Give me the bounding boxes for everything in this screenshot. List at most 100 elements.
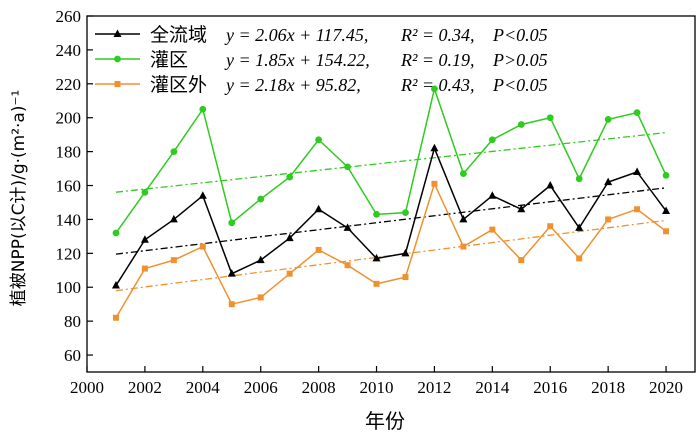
data-point-1-2013 xyxy=(459,170,467,178)
data-point-0-2014 xyxy=(488,191,497,199)
y-tick-label-160: 160 xyxy=(56,177,82,196)
data-point-1-2006 xyxy=(257,195,265,203)
data-point-0-2017 xyxy=(575,223,584,231)
data-point-2-2017 xyxy=(576,255,583,262)
y-tick-label-200: 200 xyxy=(56,109,82,128)
trend-line-0 xyxy=(115,187,667,255)
data-point-1-2007 xyxy=(286,173,294,181)
x-tick-label-2002: 2002 xyxy=(128,378,162,397)
x-axis-label: 年份 xyxy=(365,409,405,433)
legend: 全流域 y = 2.06x + 117.45, R² = 0.34, P<0.05 灌区… xyxy=(95,24,548,96)
x-tick-label-2012: 2012 xyxy=(417,378,451,397)
y-tick-label-120: 120 xyxy=(56,244,82,263)
data-point-2-2002 xyxy=(141,265,148,272)
legend-p-2: P<0.05 xyxy=(492,75,548,95)
data-point-0-2013 xyxy=(459,214,468,223)
legend-label-0: 全流域 xyxy=(150,24,207,46)
legend-r2-0: R² = 0.34, xyxy=(400,25,475,45)
x-tick-label-2014: 2014 xyxy=(475,378,510,397)
data-point-2-2014 xyxy=(489,226,496,233)
data-point-1-2016 xyxy=(546,114,554,122)
data-point-0-2012 xyxy=(430,143,439,152)
x-tick-label-2008: 2008 xyxy=(302,378,336,397)
data-point-2-2016 xyxy=(547,223,554,230)
data-point-2-2006 xyxy=(257,294,264,301)
data-point-1-2014 xyxy=(488,136,496,144)
legend-r2-1: R² = 0.19, xyxy=(400,50,475,70)
x-tick-label-2010: 2010 xyxy=(360,378,394,397)
y-tick-label-80: 80 xyxy=(64,312,81,331)
legend-marker-0 xyxy=(113,29,122,37)
data-point-2-2020 xyxy=(663,228,670,235)
data-point-2-2011 xyxy=(402,274,409,281)
legend-p-0: P<0.05 xyxy=(492,25,548,45)
data-point-1-2019 xyxy=(633,109,641,117)
data-point-1-2017 xyxy=(575,175,583,183)
y-tick-label-100: 100 xyxy=(56,278,82,297)
data-point-1-2020 xyxy=(662,171,670,179)
data-point-1-2012 xyxy=(431,85,438,93)
data-point-2-2010 xyxy=(373,280,380,287)
data-point-1-2004 xyxy=(199,105,207,113)
data-point-2-2008 xyxy=(315,246,322,253)
trend-line-1 xyxy=(115,131,667,193)
data-point-0-2001 xyxy=(111,281,120,289)
legend-p-1: P>0.05 xyxy=(492,50,548,70)
data-point-1-2003 xyxy=(170,148,178,156)
legend-label-2: 灌区外 xyxy=(150,74,207,96)
data-point-0-2005 xyxy=(227,269,236,277)
series-line-2 xyxy=(115,181,667,319)
x-tick-label-2004: 2004 xyxy=(186,378,221,397)
data-point-0-2002 xyxy=(140,235,149,243)
data-point-0-2018 xyxy=(604,177,613,186)
data-point-0-2008 xyxy=(314,204,323,213)
y-tick-label-220: 220 xyxy=(56,75,82,94)
data-point-2-2007 xyxy=(286,270,293,277)
y-tick-label-260: 260 xyxy=(56,7,82,26)
legend-equation-0: y = 2.06x + 117.45, xyxy=(224,25,368,45)
y-tick-label-180: 180 xyxy=(56,143,82,162)
data-point-2-2019 xyxy=(634,206,641,213)
data-point-1-2008 xyxy=(315,136,323,144)
data-point-2-2018 xyxy=(605,216,612,223)
data-point-0-2010 xyxy=(372,253,381,262)
y-tick-label-140: 140 xyxy=(56,210,82,229)
data-point-2-2003 xyxy=(170,257,177,264)
data-point-1-2005 xyxy=(228,219,236,227)
data-point-0-2020 xyxy=(662,206,671,214)
legend-marker-1 xyxy=(114,55,121,63)
legend-label-1: 灌区 xyxy=(150,49,188,71)
series-lines xyxy=(111,85,671,321)
data-point-1-2015 xyxy=(517,121,525,128)
series-line-1 xyxy=(115,86,667,234)
data-point-1-2001 xyxy=(112,229,120,237)
data-point-1-2010 xyxy=(373,210,380,218)
data-point-1-2018 xyxy=(604,116,612,123)
data-point-2-2004 xyxy=(199,243,206,250)
data-point-2-2012 xyxy=(431,180,438,187)
data-point-0-2009 xyxy=(343,223,352,231)
x-tick-label-2020: 2020 xyxy=(649,378,683,397)
data-point-2-2005 xyxy=(228,301,235,308)
x-tick-label-2000: 2000 xyxy=(70,378,104,397)
x-tick-label-2016: 2016 xyxy=(533,378,567,397)
legend-marker-2 xyxy=(114,81,121,87)
data-point-2-2015 xyxy=(518,257,525,264)
data-point-0-2016 xyxy=(546,181,555,189)
data-point-0-2006 xyxy=(256,255,265,264)
data-point-2-2001 xyxy=(112,314,119,321)
trend-line-2 xyxy=(115,219,667,292)
y-tick-label-60: 60 xyxy=(64,346,81,365)
data-point-1-2002 xyxy=(141,188,149,196)
y-axis-label: 植被NPP(以C计)/g·(m²·a)⁻¹ xyxy=(9,90,29,307)
x-tick-label-2006: 2006 xyxy=(244,378,278,397)
y-tick-label-240: 240 xyxy=(56,41,82,60)
data-point-0-2011 xyxy=(401,248,410,257)
series-line-0 xyxy=(115,145,667,286)
data-point-0-2007 xyxy=(285,233,294,242)
axes: 60 80 100 120 140 160 180 200 220 240 260 2000 2002 2… xyxy=(56,7,696,397)
legend-r2-2: R² = 0.43, xyxy=(400,75,475,95)
data-point-2-2009 xyxy=(344,262,351,269)
legend-equation-2: y = 2.18x + 95.82, xyxy=(224,75,361,95)
